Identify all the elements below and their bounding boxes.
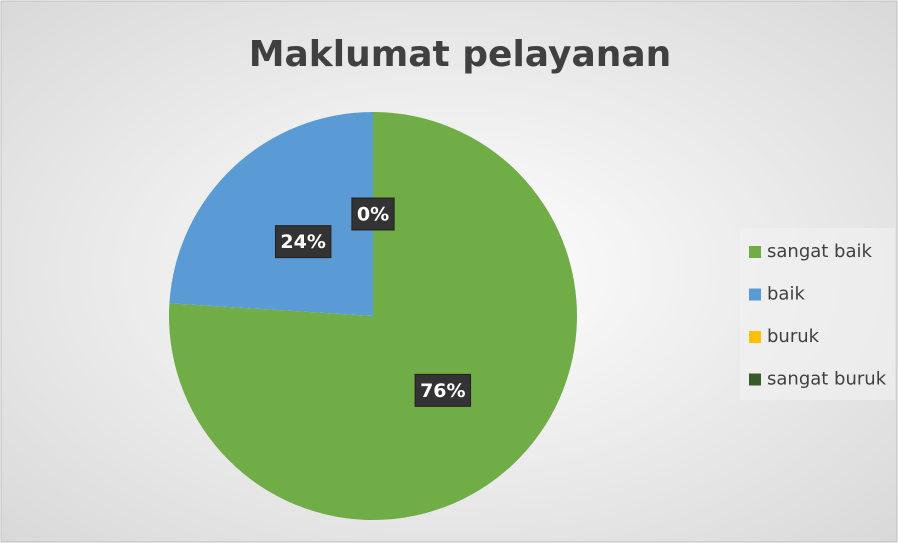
data-label: 76% [420, 380, 465, 402]
data-label-box [274, 225, 332, 259]
legend-label: buruk [767, 326, 820, 347]
legend-label: sangat baik [767, 241, 873, 262]
data-label-box [351, 197, 395, 231]
data-label: 24% [280, 231, 325, 253]
legend-swatch [749, 373, 761, 386]
legend-swatch [749, 288, 761, 301]
legend-box [740, 228, 895, 400]
data-label: 0% [357, 204, 389, 226]
legend-label: baik [767, 284, 805, 305]
legend-label: sangat buruk [767, 369, 887, 390]
pie-slice [169, 112, 373, 316]
legend-swatch [749, 331, 761, 343]
chart-title: Maklumat pelayanan [249, 34, 672, 75]
data-label-box [414, 373, 472, 407]
legend-swatch [749, 246, 761, 258]
